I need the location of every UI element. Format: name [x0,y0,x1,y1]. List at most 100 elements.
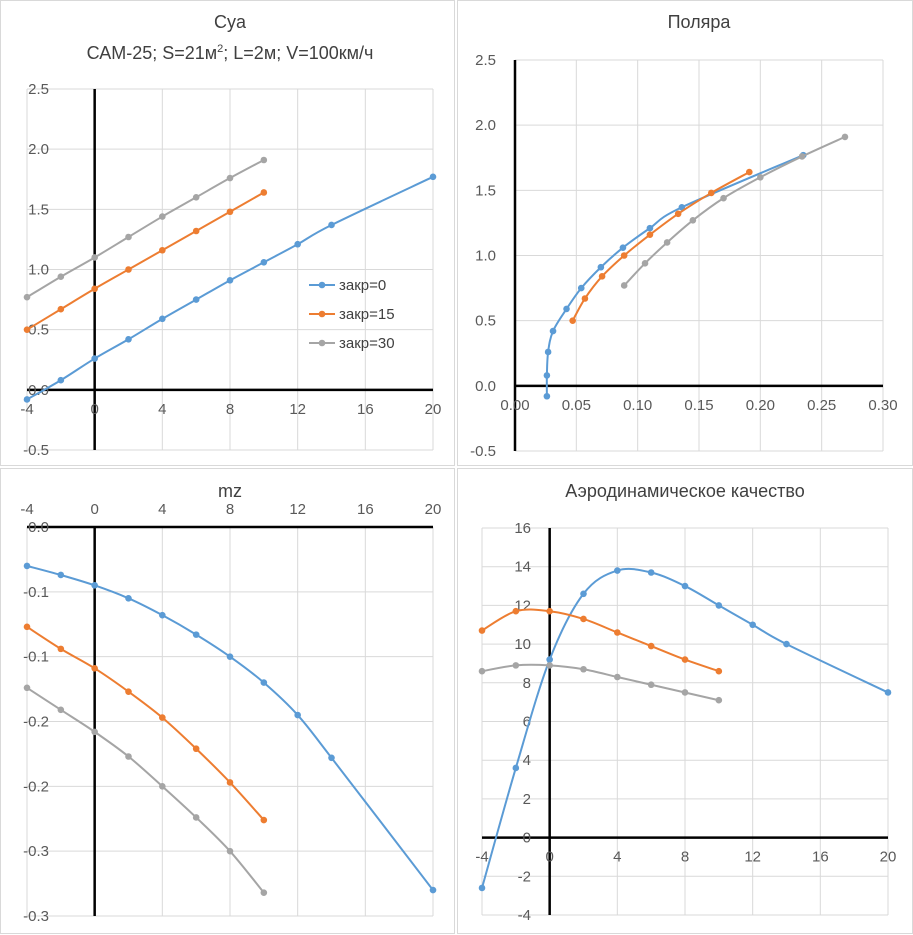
data-point [226,174,234,182]
x-tick-label: 16 [357,501,374,518]
data-point [260,156,268,164]
data-point [681,656,689,663]
data-point [159,315,166,323]
y-tick-label: -0.2 [23,778,49,795]
y-tick-label: 16 [514,520,531,537]
x-tick-label: 20 [880,849,897,866]
x-tick-label: 0.20 [746,397,775,414]
data-point [681,582,689,590]
chart-panel-cya: Cya САМ-25; S=21м2; L=2м; V=100км/ч -4 0 4 8 1… [0,0,455,466]
series-line-1 [571,171,750,322]
chart-panel-polar: Поляра 0.00 0.05 0.10 0.15 0.20 0.25 0.30 -0.5 0.… [457,0,913,466]
data-point [125,266,132,273]
data-point [125,335,132,343]
data-point [91,582,98,589]
series-line-0 [26,564,434,891]
data-point [478,667,486,675]
chart-mz: mz -4 0 4 8 12 16 20 0.0 -0.1 -0.1 -0.2 -0.2 -0.3 -0.3 [20,481,442,925]
data-point [614,567,621,574]
data-point [57,273,65,281]
data-point [57,706,65,714]
y-tick-label: 14 [514,559,531,576]
data-point [674,210,682,218]
x-tick-label: 12 [744,849,761,866]
data-point [720,194,727,202]
x-tick-label: -4 [20,501,33,518]
data-point [226,653,234,660]
legend-label: закр=30 [339,335,395,352]
data-point [260,816,268,824]
y-tick-label: -0.3 [23,908,49,925]
x-tick-label: 4 [158,401,166,418]
y-tick-label: 0.5 [28,322,49,339]
data-point [57,376,65,384]
legend-marker [318,281,326,289]
data-point [23,562,31,570]
data-point [598,273,606,280]
y-tick-label: -0.2 [23,714,49,731]
data-point [260,679,268,686]
chart-title: mz [218,481,242,501]
chart-title: Поляра [668,12,732,32]
y-tick-label: 4 [523,752,531,769]
data-point [23,396,31,403]
data-point [260,889,268,896]
y-tick-label: 1.5 [475,182,496,199]
chart-title: Cya [214,12,247,32]
data-point [689,217,697,224]
y-tick-label: 0 [523,830,531,847]
data-point [546,662,553,669]
subtitle-superscript: 2 [217,43,223,55]
legend-label: закр=0 [339,277,386,294]
data-point [125,688,132,695]
y-tick-label: 2.5 [475,52,496,69]
y-tick-label: 0.5 [475,313,496,330]
data-point [597,263,605,271]
data-point [328,754,335,762]
data-point [294,240,301,248]
y-tick-label: -0.3 [23,843,49,860]
data-point [23,623,31,631]
data-point [749,621,756,629]
data-point [328,221,335,229]
data-point [429,173,437,181]
data-point [620,282,628,289]
chart-title: Аэродинамическое качество [565,481,805,501]
series-line-0 [481,567,889,889]
series-line-0 [545,154,804,397]
x-tick-label: 20 [425,501,442,518]
x-tick-label: 0.25 [807,397,836,414]
data-point [159,246,166,254]
data-point [91,355,98,362]
data-point [620,252,628,259]
y-tick-label: -0.5 [470,443,496,460]
data-point [580,590,587,598]
data-point [577,284,585,292]
data-point [614,673,621,681]
y-tick-label: -2 [518,868,531,885]
data-point [647,569,655,576]
data-point [546,656,553,663]
data-point [569,317,576,324]
data-point [619,244,627,251]
data-point [512,764,520,772]
data-point [549,327,557,335]
chart-panel-mz: mz -4 0 4 8 12 16 20 0.0 -0.1 -0.1 -0.2 -0.2 -0.3 -0.3 [0,468,455,934]
data-point [663,239,671,246]
data-point [580,615,587,623]
legend-marker [318,310,326,318]
data-point [678,203,686,211]
data-point [159,213,166,220]
data-point [641,260,649,267]
data-point [125,233,132,241]
x-tick-label: 0.10 [623,397,652,414]
data-point [681,689,689,696]
data-point [647,642,655,650]
data-point [646,224,654,232]
x-tick-label: 16 [812,849,829,866]
data-point [512,607,520,615]
y-tick-label: 10 [514,636,531,653]
data-point [745,168,753,176]
data-point [646,231,654,238]
data-point [647,681,655,689]
